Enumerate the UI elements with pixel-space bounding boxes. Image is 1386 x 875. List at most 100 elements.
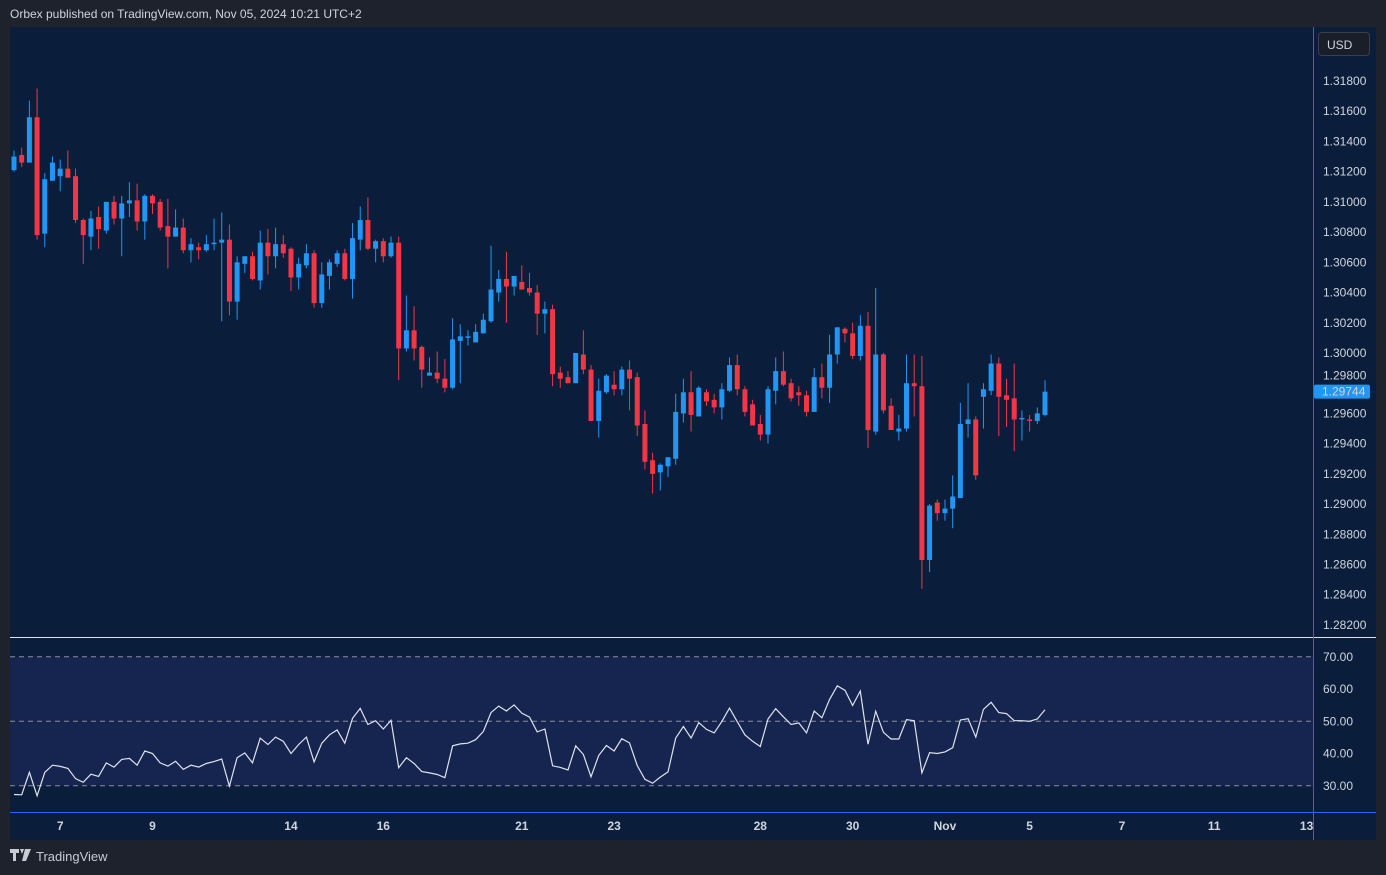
tradingview-logo-icon xyxy=(10,849,32,864)
candle-body xyxy=(496,278,502,293)
candle-body xyxy=(650,460,656,474)
candle xyxy=(904,354,910,432)
candle xyxy=(19,147,25,168)
candle xyxy=(465,330,471,346)
candle-body xyxy=(480,319,486,334)
candle xyxy=(642,410,648,470)
candle xyxy=(180,218,186,254)
candle-body xyxy=(696,387,702,417)
candle xyxy=(750,399,756,426)
candle-body xyxy=(719,389,725,408)
candle xyxy=(1019,410,1025,441)
price-tick-label: 1.29400 xyxy=(1323,437,1367,451)
price-tick-label: 1.29000 xyxy=(1323,497,1367,511)
candle-body xyxy=(588,369,594,421)
date-tick-label: 21 xyxy=(515,819,529,833)
price-tick-label: 1.29600 xyxy=(1323,406,1367,420)
candle-body xyxy=(149,195,155,204)
candle xyxy=(550,304,556,387)
candle xyxy=(288,247,294,292)
candle-body xyxy=(834,327,840,355)
candle xyxy=(665,457,671,477)
candle xyxy=(103,201,109,234)
date-tick-label: 7 xyxy=(1119,819,1126,833)
candle-body xyxy=(488,289,494,322)
candle xyxy=(26,100,32,163)
candle-body xyxy=(811,377,817,412)
candle xyxy=(88,210,94,251)
candle xyxy=(973,416,979,480)
candle xyxy=(65,150,71,178)
candle xyxy=(573,352,579,384)
candle-body xyxy=(550,309,556,375)
candle-body xyxy=(580,354,586,370)
candle xyxy=(603,374,609,394)
candle xyxy=(488,245,494,323)
candle-body xyxy=(957,423,963,499)
currency-button[interactable]: USD xyxy=(1318,32,1370,56)
candle-body xyxy=(250,256,256,279)
candle-body xyxy=(34,117,40,236)
date-tick-label: 28 xyxy=(754,819,768,833)
candle xyxy=(534,284,540,335)
candle xyxy=(857,315,863,361)
candle xyxy=(1034,407,1040,424)
candle-body xyxy=(865,325,871,431)
price-tick-label: 1.28200 xyxy=(1323,618,1367,632)
candle xyxy=(157,198,163,231)
candle xyxy=(780,351,786,387)
candle xyxy=(819,363,825,399)
candle-body xyxy=(742,389,748,412)
candle-body xyxy=(988,363,994,391)
candle-body xyxy=(226,239,232,302)
candle xyxy=(980,383,986,429)
candle xyxy=(303,244,309,269)
candle-body xyxy=(49,162,55,181)
candle-body xyxy=(257,242,263,281)
candle-body xyxy=(519,281,525,290)
candle-body xyxy=(65,168,71,178)
rsi-tick-label: 60.00 xyxy=(1323,682,1353,696)
candle xyxy=(965,383,971,438)
candle-body xyxy=(211,242,217,245)
candle xyxy=(273,227,279,269)
candle-body xyxy=(342,253,348,279)
candle-body xyxy=(980,389,986,397)
candle-body xyxy=(803,395,809,412)
candle-body xyxy=(757,423,763,435)
price-tick-label: 1.29800 xyxy=(1323,369,1367,383)
candle xyxy=(442,359,448,393)
candle xyxy=(242,256,248,273)
candle-body xyxy=(703,392,709,402)
candle-body xyxy=(57,168,63,177)
candle-body xyxy=(1042,391,1048,415)
candle xyxy=(388,236,394,258)
candle xyxy=(865,312,871,449)
candle-body xyxy=(119,203,125,219)
footer-brand: TradingView xyxy=(10,849,108,864)
candle xyxy=(911,354,917,417)
candle xyxy=(557,366,563,388)
candle xyxy=(588,365,594,421)
candle xyxy=(134,183,140,231)
date-tick-label: 13 xyxy=(1300,819,1314,833)
candle xyxy=(934,499,940,521)
candle-body xyxy=(927,505,933,560)
candle-body xyxy=(234,262,240,302)
candle xyxy=(657,463,663,491)
candle xyxy=(357,206,363,251)
candle xyxy=(1011,363,1017,452)
candle-body xyxy=(88,218,94,237)
date-tick-label: 14 xyxy=(284,819,298,833)
candle xyxy=(757,414,763,441)
candle xyxy=(542,301,548,334)
candle-body xyxy=(442,378,448,388)
candle-body xyxy=(450,339,456,388)
date-tick-label: 7 xyxy=(57,819,64,833)
candle-body xyxy=(542,309,548,314)
candle xyxy=(673,393,679,465)
candle xyxy=(280,235,286,258)
candle xyxy=(1042,380,1048,417)
date-tick-label: 9 xyxy=(149,819,156,833)
